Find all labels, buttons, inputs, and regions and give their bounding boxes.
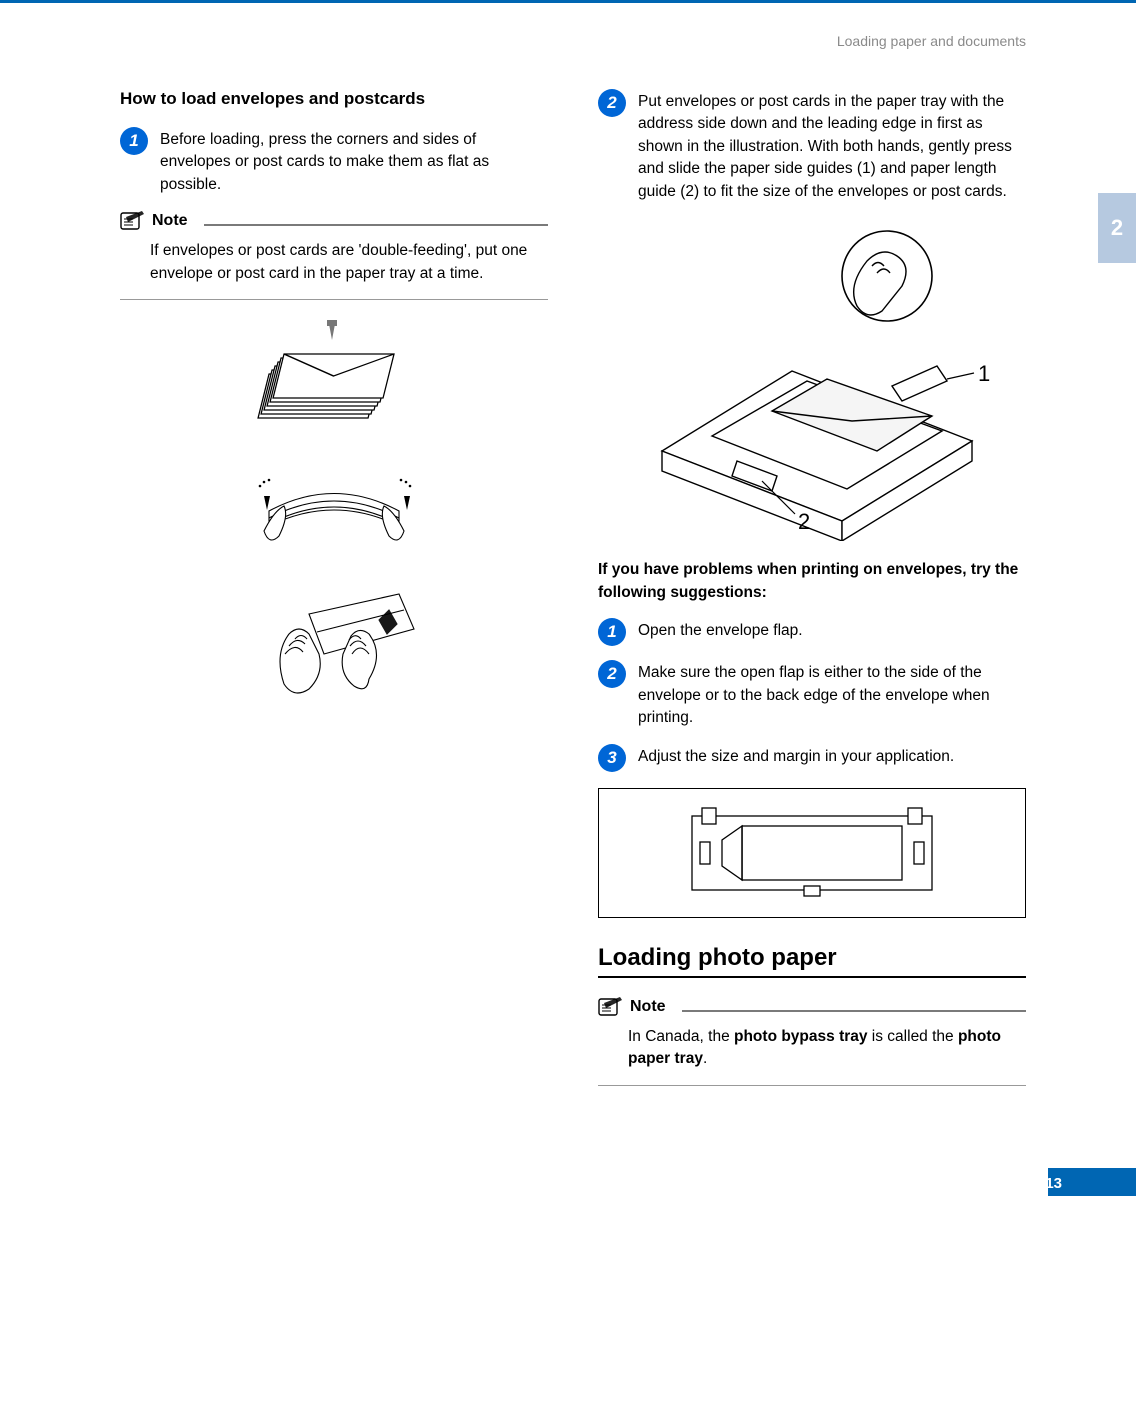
- note-header-2: Note: [598, 996, 1026, 1018]
- step-badge-2: 2: [598, 89, 626, 117]
- page-body: Loading paper and documents 2 How to loa…: [0, 3, 1136, 1096]
- step-badge-1: 1: [120, 127, 148, 155]
- note2-pre: In Canada, the: [628, 1028, 734, 1045]
- right-step-2-text: Put envelopes or post cards in the paper…: [638, 89, 1026, 203]
- tray-callout-1: 1: [978, 361, 990, 386]
- problem-step-3: 3 Adjust the size and margin in your app…: [598, 744, 1026, 772]
- left-step-1: 1 Before loading, press the corners and …: [120, 127, 548, 196]
- problem-step-1: 1 Open the envelope flap.: [598, 618, 1026, 646]
- chapter-tab-number: 2: [1111, 215, 1123, 241]
- left-heading: How to load envelopes and postcards: [120, 89, 548, 109]
- note-label: Note: [152, 212, 188, 230]
- pstep-badge-2: 2: [598, 660, 626, 688]
- left-column: How to load envelopes and postcards 1 Be…: [120, 89, 548, 1096]
- page-number: 13: [1045, 1175, 1062, 1192]
- note2-mid: is called the: [868, 1028, 958, 1045]
- note-block-left: Note If envelopes or post cards are 'dou…: [120, 210, 548, 300]
- envelope-press-illustration: [239, 584, 429, 714]
- problem-step-2: 2 Make sure the open flap is either to t…: [598, 660, 1026, 729]
- note-block-right: Note In Canada, the photo bypass tray is…: [598, 996, 1026, 1086]
- note-pencil-icon: [598, 996, 624, 1018]
- pstep-2-text: Make sure the open flap is either to the…: [638, 660, 1026, 729]
- paper-tray-illustration: 1 2: [622, 221, 1002, 541]
- tray-callout-2: 2: [798, 509, 810, 534]
- breadcrumb: Loading paper and documents: [120, 33, 1026, 49]
- envelope-stack-illustration: [249, 318, 419, 438]
- right-column: 2 Put envelopes or post cards in the pap…: [598, 89, 1026, 1096]
- note-end-rule-2: [598, 1085, 1026, 1086]
- note2-post: .: [703, 1050, 707, 1067]
- footer: 13: [0, 1156, 1136, 1196]
- left-step-1-text: Before loading, press the corners and si…: [160, 127, 548, 196]
- problems-heading: If you have problems when printing on en…: [598, 559, 1026, 604]
- note-rule-2: [682, 1010, 1026, 1012]
- envelope-fan-illustration: [234, 456, 434, 566]
- two-column-layout: How to load envelopes and postcards 1 Be…: [120, 89, 1026, 1096]
- pstep-1-text: Open the envelope flap.: [638, 618, 803, 642]
- pstep-badge-3: 3: [598, 744, 626, 772]
- chapter-tab: 2: [1098, 193, 1136, 263]
- subsection-rule: [598, 976, 1026, 978]
- note2-bold1: photo bypass tray: [734, 1028, 868, 1045]
- note-header: Note: [120, 210, 548, 232]
- subsection-heading: Loading photo paper: [598, 944, 1026, 972]
- note-body-right: In Canada, the photo bypass tray is call…: [628, 1026, 1026, 1071]
- envelope-flap-tray-illustration: [598, 788, 1026, 918]
- pstep-3-text: Adjust the size and margin in your appli…: [638, 744, 954, 768]
- note-rule: [204, 224, 548, 226]
- note-pencil-icon: [120, 210, 146, 232]
- note-end-rule: [120, 299, 548, 300]
- pstep-badge-1: 1: [598, 618, 626, 646]
- note-label-2: Note: [630, 998, 666, 1016]
- note-body-left: If envelopes or post cards are 'double-f…: [150, 240, 548, 285]
- right-step-2: 2 Put envelopes or post cards in the pap…: [598, 89, 1026, 203]
